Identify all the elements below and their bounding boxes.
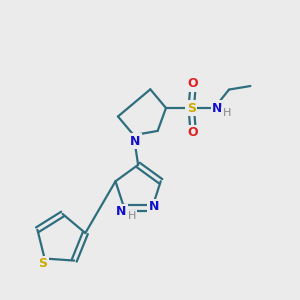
Text: O: O <box>188 77 198 90</box>
Text: N: N <box>212 101 222 115</box>
Text: O: O <box>188 126 198 139</box>
Text: S: S <box>187 101 196 115</box>
Text: H: H <box>128 211 136 221</box>
Text: N: N <box>148 200 159 213</box>
Text: S: S <box>39 257 48 270</box>
Text: N: N <box>130 135 140 148</box>
Text: N: N <box>116 205 126 218</box>
Text: H: H <box>223 108 231 118</box>
